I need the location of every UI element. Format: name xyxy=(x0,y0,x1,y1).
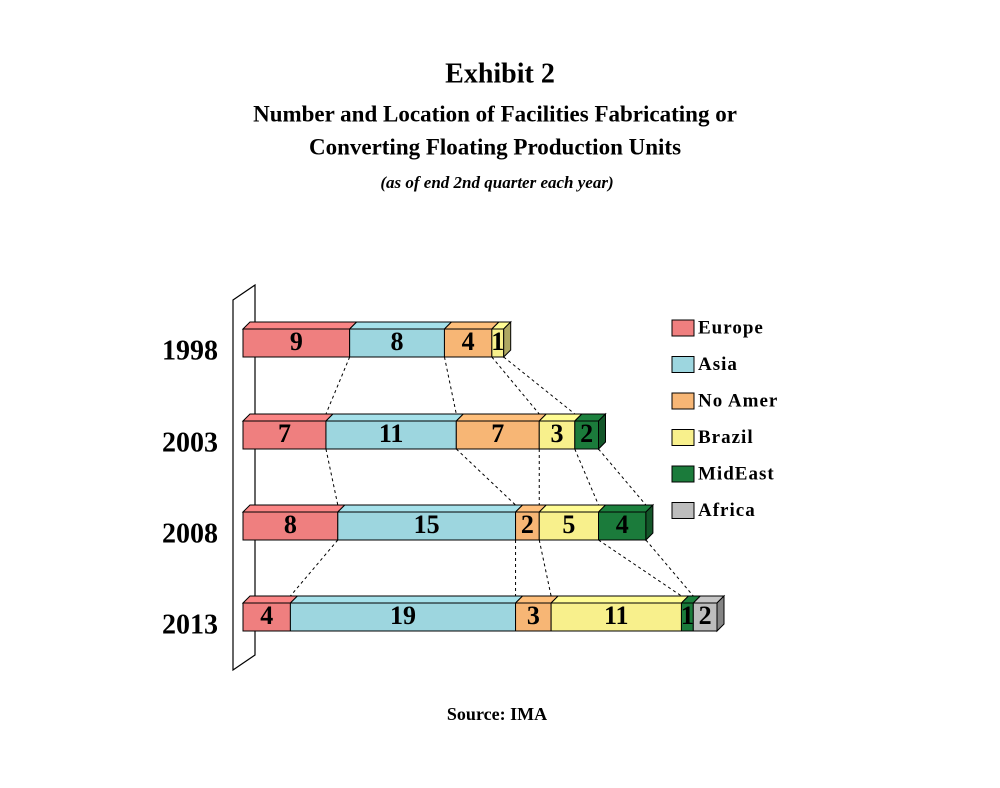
y-tick-label: 2013 xyxy=(162,609,218,640)
bar xyxy=(325,420,457,450)
data-label: 8 xyxy=(391,327,404,356)
chart-source: Source: IMA xyxy=(447,704,547,724)
legend-label: No Amer xyxy=(698,390,778,411)
chart-title: Exhibit 2 xyxy=(445,58,555,89)
legend-label: MidEast xyxy=(698,463,775,484)
connector xyxy=(290,539,339,597)
chart-subtitle: (as of end 2nd quarter each year) xyxy=(380,173,613,192)
data-label: 7 xyxy=(278,419,291,448)
data-label: 11 xyxy=(604,601,629,630)
legend-swatch xyxy=(671,356,695,373)
y-tick-label: 1998 xyxy=(162,335,218,366)
bar-side xyxy=(598,412,606,451)
legend-label: Africa xyxy=(698,500,756,521)
bar xyxy=(242,328,351,358)
data-label: 8 xyxy=(284,510,297,539)
bar xyxy=(550,602,682,632)
bar xyxy=(337,511,517,541)
data-label: 2 xyxy=(580,419,593,448)
bar xyxy=(538,511,599,541)
connector xyxy=(574,448,599,506)
legend-label: Europe xyxy=(698,317,764,338)
legend-swatch xyxy=(671,502,695,519)
data-label: 19 xyxy=(390,601,416,630)
connector xyxy=(491,356,540,415)
connector xyxy=(598,448,647,506)
data-label: 3 xyxy=(527,601,540,630)
legend-label: Brazil xyxy=(698,427,754,448)
connector xyxy=(455,448,516,506)
data-label: 2 xyxy=(521,510,534,539)
connector xyxy=(645,539,694,597)
y-tick-label: 2008 xyxy=(162,518,218,549)
axis-wall xyxy=(232,283,256,672)
bar-side xyxy=(645,503,654,542)
legend-swatch xyxy=(671,319,695,337)
bar xyxy=(242,511,339,541)
data-label: 4 xyxy=(462,327,475,356)
data-label: 1 xyxy=(681,601,694,630)
data-label: 3 xyxy=(551,419,564,448)
data-label: 11 xyxy=(379,419,404,448)
bar-side xyxy=(503,320,512,359)
data-label: 7 xyxy=(491,419,504,448)
legend-swatch xyxy=(671,392,695,410)
y-tick-label: 2003 xyxy=(162,427,218,458)
data-label: 4 xyxy=(260,601,273,630)
bar xyxy=(515,602,552,632)
connector xyxy=(443,356,457,415)
chart-heading: Number and Location of Facilities Fabric… xyxy=(253,101,737,126)
connector xyxy=(325,356,351,415)
bar xyxy=(598,511,647,541)
data-label: 9 xyxy=(290,327,303,356)
legend-swatch xyxy=(671,429,695,446)
connector xyxy=(325,448,339,506)
connector xyxy=(538,539,552,597)
data-label: 4 xyxy=(616,510,629,539)
data-label: 5 xyxy=(562,510,575,539)
legend-swatch xyxy=(671,465,695,483)
bar xyxy=(289,602,517,632)
bar-side xyxy=(716,594,725,633)
connector xyxy=(598,539,682,597)
bar xyxy=(242,602,291,632)
bar xyxy=(349,328,445,358)
legend-label: Asia xyxy=(698,354,738,375)
bar xyxy=(538,420,576,450)
connector xyxy=(503,356,576,415)
chart-heading: Converting Floating Production Units xyxy=(309,134,681,159)
data-label: 15 xyxy=(414,510,440,539)
data-label: 1 xyxy=(491,327,504,356)
data-label: 2 xyxy=(699,601,712,630)
